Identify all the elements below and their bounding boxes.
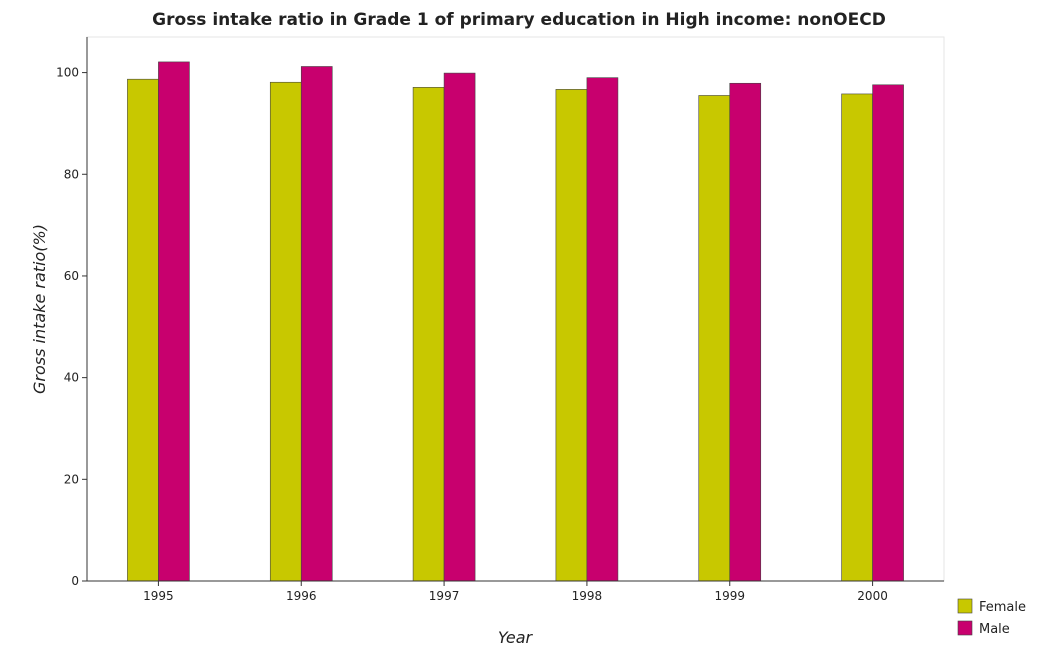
bar-male-2000	[872, 84, 904, 582]
bar-male-1997	[443, 72, 476, 582]
x-axis-title: Year	[498, 628, 534, 647]
x-tick-label: 1997	[429, 589, 460, 603]
plot-area	[86, 36, 945, 582]
x-tick-label: 1995	[143, 589, 174, 603]
legend-swatch-female	[957, 598, 973, 614]
y-tick-label: 100	[56, 66, 79, 80]
bar-male-1998	[586, 77, 619, 582]
legend-swatch-male	[957, 620, 973, 636]
y-axis-title: Gross intake ratio(%)	[30, 224, 49, 394]
legend-label-female: Female	[979, 600, 1026, 615]
bar-female-1997	[412, 87, 445, 582]
x-tick-label: 1996	[286, 589, 317, 603]
y-tick-label: 20	[64, 472, 79, 486]
bar-male-1999	[729, 82, 762, 582]
bar-female-2000	[841, 93, 873, 582]
legend-label-male: Male	[979, 622, 1010, 637]
bar-female-1995	[127, 78, 159, 582]
x-tick-label: 1998	[572, 589, 603, 603]
bar-male-1996	[300, 66, 333, 582]
y-tick-label: 0	[71, 574, 79, 588]
x-tick-label: 1999	[714, 589, 745, 603]
bar-male-1995	[158, 61, 190, 582]
bars-layer	[127, 61, 904, 582]
y-tick-label: 60	[64, 269, 79, 283]
y-tick-label: 40	[64, 371, 79, 385]
bar-female-1996	[269, 81, 302, 582]
bar-female-1999	[698, 95, 731, 582]
bar-female-1998	[555, 89, 588, 582]
legend: Female Male	[957, 598, 1026, 637]
chart-title: Gross intake ratio in Grade 1 of primary…	[152, 10, 886, 30]
axes-layer: 1995 1996 1997 1998 1999 2000 0 20 40 60 80 100	[56, 37, 944, 603]
y-tick-label: 80	[64, 167, 79, 181]
x-tick-label: 2000	[857, 589, 888, 603]
